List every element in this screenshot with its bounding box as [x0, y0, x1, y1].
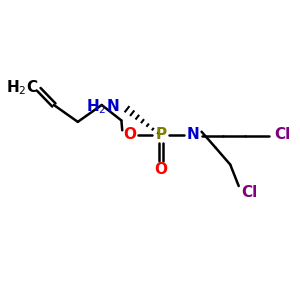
Text: O: O	[154, 162, 167, 177]
Text: Cl: Cl	[241, 185, 257, 200]
Text: H$_2$N: H$_2$N	[86, 97, 120, 116]
Text: N: N	[187, 127, 200, 142]
Text: H$_2$C: H$_2$C	[6, 79, 38, 98]
Text: P: P	[155, 127, 166, 142]
Text: O: O	[123, 127, 136, 142]
Text: Cl: Cl	[275, 127, 291, 142]
